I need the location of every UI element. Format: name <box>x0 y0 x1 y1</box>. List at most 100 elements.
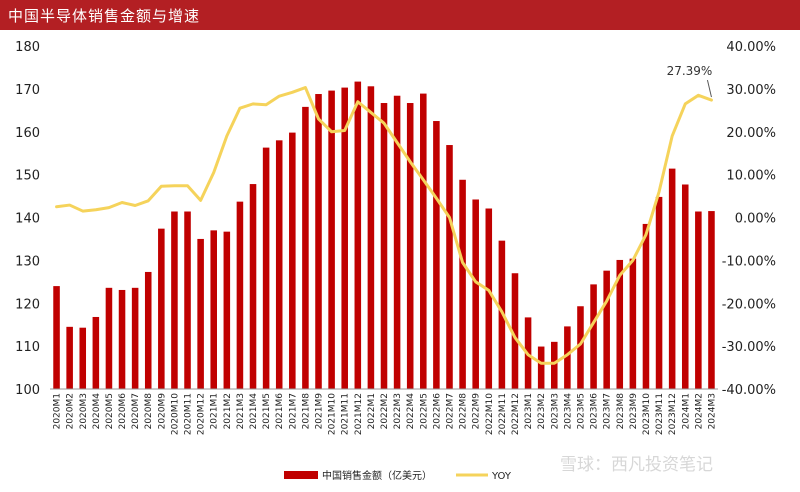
bar <box>118 289 126 389</box>
yoy-point <box>278 95 281 97</box>
x-axis-ticks: 2020M1 2020M2 2020M3 2020M4 2020M5 2020M6 2020… <box>53 393 718 435</box>
x-tick-label: 2023M11 <box>655 393 665 435</box>
x-tick-label: 2020M3 <box>79 393 89 429</box>
bar <box>158 228 165 389</box>
x-tick-label: 2021M6 <box>275 393 285 430</box>
yoy-point <box>697 94 700 97</box>
x-tick-label: 2022M12 <box>511 393 521 435</box>
yoy-point <box>461 261 464 264</box>
right-axis-ticks: -40.00% -30.00% -20.00% -10.00% 0.00% 10.00% 2… <box>722 40 776 398</box>
x-tick-label: 2021M2 <box>223 393 233 429</box>
x-tick-label: 2023M7 <box>603 393 613 429</box>
yoy-point <box>671 135 673 137</box>
x-tick-label: 2021M9 <box>315 393 325 430</box>
bar <box>459 179 466 389</box>
x-tick-label: 2021M12 <box>354 393 364 435</box>
bar <box>92 316 100 389</box>
x-tick-label: 2022M3 <box>393 393 403 429</box>
x-tick-label: 2022M1 <box>367 393 377 429</box>
yoy-point <box>396 141 398 144</box>
yoy-point <box>383 122 385 124</box>
x-tick-label: 2023M8 <box>616 393 626 430</box>
yoy-point <box>55 205 58 208</box>
x-tick-label: 2023M10 <box>642 393 652 435</box>
x-tick-label: 2024M1 <box>681 393 691 429</box>
yoy-point <box>226 135 228 137</box>
annotation-label: 27.39% <box>667 64 713 78</box>
yoy-point <box>618 274 621 277</box>
x-tick-label: 2021M7 <box>288 393 298 429</box>
bar <box>446 145 453 389</box>
bar <box>380 103 388 390</box>
x-tick-label: 2020M11 <box>184 393 194 435</box>
x-tick-label: 2020M12 <box>197 393 207 435</box>
x-tick-label: 2020M8 <box>144 393 154 430</box>
right-tick-label: -10.00% <box>722 254 776 269</box>
bar <box>53 286 60 389</box>
bar-series <box>53 81 715 390</box>
x-tick-label: 2022M7 <box>445 393 455 429</box>
bar <box>577 306 584 389</box>
bar <box>367 86 375 390</box>
right-tick-label: -40.00% <box>722 383 776 398</box>
bar <box>341 87 348 389</box>
yoy-point <box>252 103 254 105</box>
bar <box>537 346 545 389</box>
chart-title: 中国半导体销售金额与增速 <box>8 7 201 25</box>
legend-label-yoy: YOY <box>491 471 512 482</box>
left-tick-label: 100 <box>15 383 40 398</box>
combo-chart: 100 110 120 130 140 150 160 170 180 -40.00% -30.0… <box>15 40 776 482</box>
yoy-point <box>160 185 163 187</box>
bar <box>302 106 309 389</box>
bar <box>708 211 715 389</box>
yoy-point <box>605 300 608 302</box>
annotation-leader <box>706 79 712 98</box>
bar <box>590 284 597 389</box>
x-tick-label: 2021M10 <box>328 393 338 435</box>
right-tick-label: 20.00% <box>726 126 776 141</box>
bar <box>668 168 676 389</box>
x-tick-label: 2021M3 <box>236 393 246 429</box>
yoy-point <box>239 107 241 109</box>
yoy-point <box>199 199 202 202</box>
right-tick-label: -30.00% <box>722 340 776 355</box>
x-tick-label: 2020M4 <box>92 393 102 430</box>
bar <box>695 211 702 389</box>
left-axis-ticks: 100 110 120 130 140 150 160 170 180 <box>15 40 40 398</box>
yoy-point <box>514 336 516 339</box>
bar <box>223 231 231 389</box>
bar <box>354 81 362 389</box>
yoy-line-series <box>55 86 713 365</box>
x-tick-label: 2023M5 <box>576 393 586 429</box>
bar <box>472 199 479 389</box>
x-tick-label: 2022M8 <box>459 393 469 430</box>
x-tick-label: 2020M1 <box>53 393 63 429</box>
x-tick-label: 2020M9 <box>157 393 167 430</box>
yoy-point <box>343 129 346 132</box>
yoy-point <box>265 103 267 106</box>
yoy-point <box>317 118 320 120</box>
bar <box>171 211 178 389</box>
x-tick-label: 2024M2 <box>694 393 704 429</box>
yoy-point <box>134 204 136 207</box>
yoy-point <box>566 353 569 356</box>
yoy-point <box>422 178 425 181</box>
yoy-point <box>212 171 215 174</box>
yoy-point <box>173 184 176 187</box>
left-tick-label: 170 <box>15 83 40 98</box>
left-tick-label: 120 <box>15 297 40 312</box>
x-tick-label: 2022M9 <box>472 393 482 430</box>
right-tick-label: 0.00% <box>735 212 776 227</box>
yoy-point <box>357 100 359 103</box>
bar <box>485 208 493 389</box>
left-tick-label: 160 <box>15 126 40 141</box>
yoy-point <box>684 103 687 105</box>
right-tick-label: 10.00% <box>726 169 776 184</box>
x-tick-label: 2022M4 <box>406 393 416 430</box>
yoy-point <box>658 190 660 193</box>
legend: 中国销售金额（亿美元） YOY <box>284 469 512 482</box>
left-tick-label: 130 <box>15 254 40 269</box>
x-tick-label: 2020M5 <box>105 393 115 429</box>
bar <box>616 259 624 389</box>
yoy-point <box>448 216 451 219</box>
